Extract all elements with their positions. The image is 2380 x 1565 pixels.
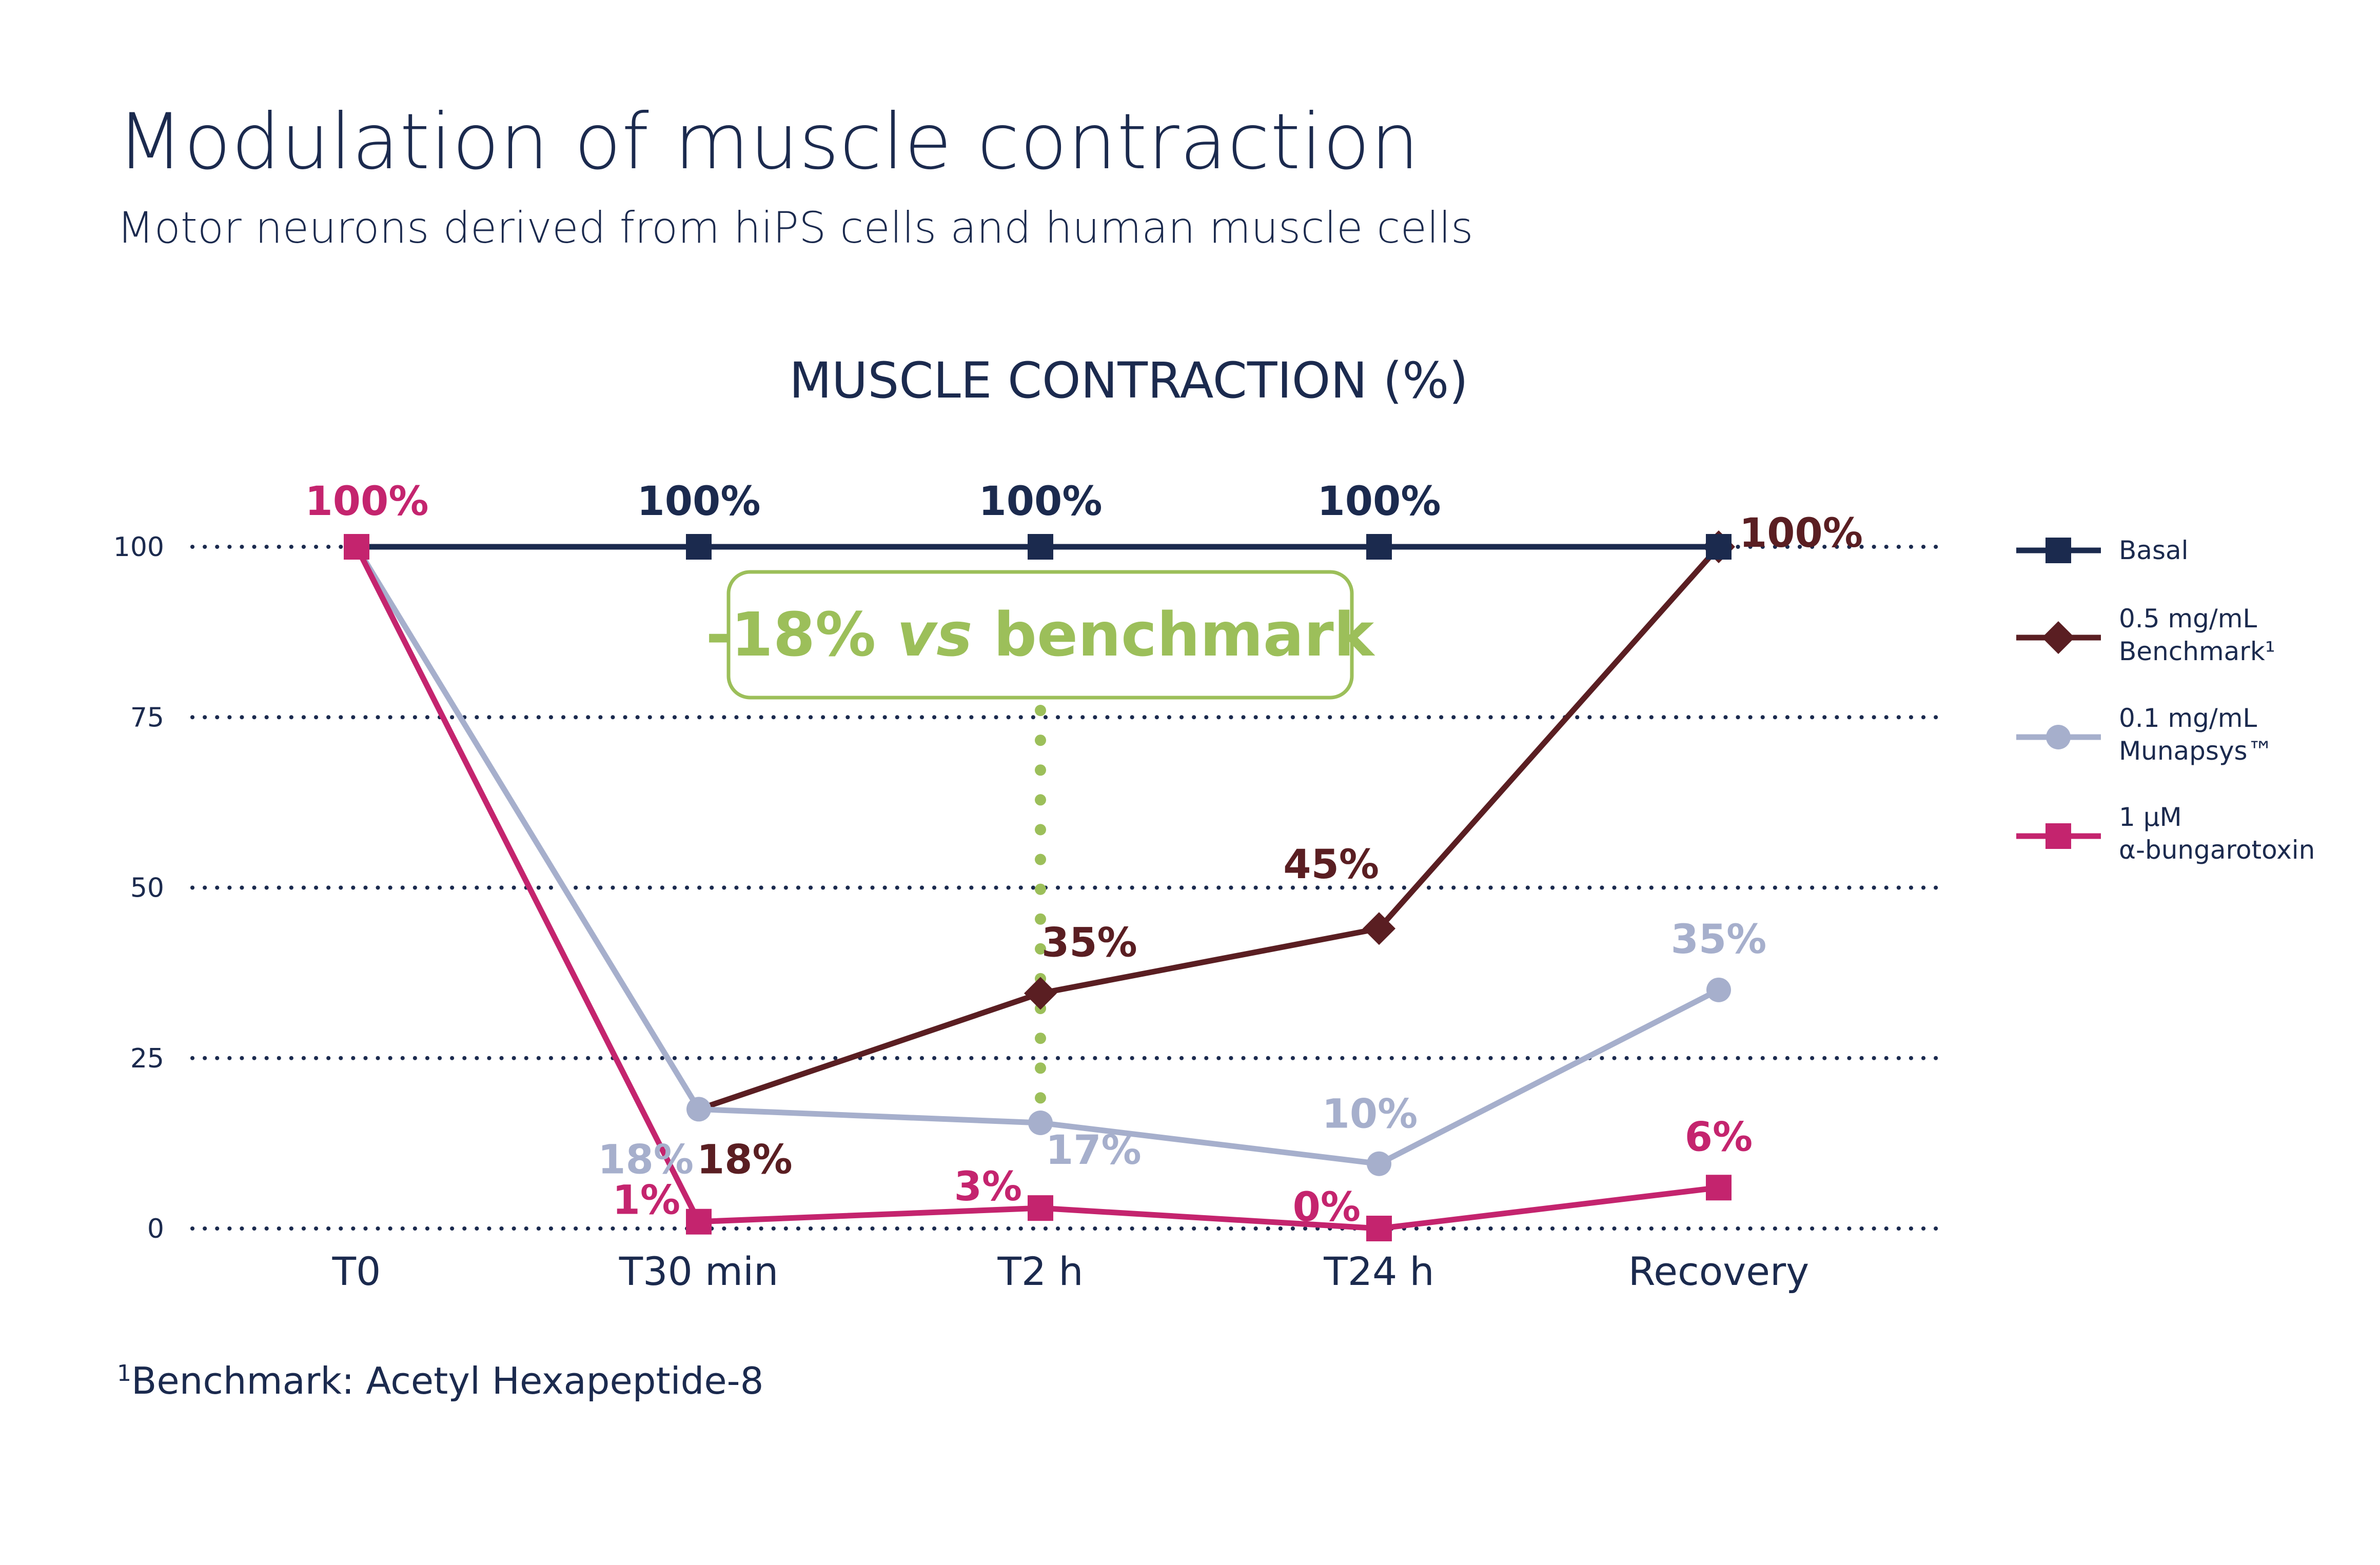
legend-swatch-marker-2 — [2042, 621, 2075, 654]
x-tick-label-4: T24 h — [1323, 1249, 1434, 1294]
data-label-s3-p3: 17% — [1046, 1127, 1142, 1174]
y-tick-label-75: 75 — [130, 702, 164, 733]
data-labels: 100% 100% 100% 18% 35% 45% 100% 18% 17% 10% 35% 100… — [305, 479, 1863, 1231]
series-1-marker-top-2 — [686, 534, 712, 560]
legend-label-4-2: α-bungarotoxin — [2119, 835, 2315, 865]
series-layer — [344, 530, 1735, 1241]
x-axis: T0 T30 min T2 h T24 h Recovery — [332, 1249, 1809, 1294]
series-4-point-4 — [1366, 1216, 1392, 1241]
y-tick-label-50: 50 — [130, 873, 164, 904]
annotation-text: -18% vs benchmark — [706, 599, 1375, 670]
legend-label-3-2: Munapsys™ — [2119, 736, 2273, 766]
series-2-point-4 — [1363, 912, 1395, 945]
annotation-text-pre: -18% — [706, 599, 897, 670]
legend-swatch-marker-1 — [2045, 538, 2071, 563]
data-label-s2-p5: 100% — [1739, 510, 1863, 557]
data-label-s4-p2: 1% — [613, 1178, 680, 1224]
data-label-s3-p5: 35% — [1671, 917, 1767, 963]
data-label-s4-p4: 0% — [1293, 1184, 1361, 1231]
series-1-marker-top-3 — [1028, 534, 1053, 560]
page-subtitle: Motor neurons derived from hiPS cells an… — [117, 203, 1473, 253]
data-label-s3-p4: 10% — [1322, 1092, 1418, 1138]
legend-label-4-1: 1 µM — [2119, 802, 2182, 832]
legend-item-1: Basal — [2016, 536, 2189, 565]
legend-label-3-1: 0.1 mg/mL — [2119, 703, 2257, 733]
legend-label-2-1: 0.5 mg/mL — [2119, 604, 2257, 633]
x-tick-label-1: T0 — [332, 1249, 381, 1294]
data-label-s3-p2: 18% — [598, 1137, 694, 1183]
legend: Basal 0.5 mg/mL Benchmark¹ 0.1 mg/mLMunapsy… — [2016, 536, 2315, 865]
series-1-marker-top-5 — [1706, 534, 1732, 560]
x-tick-label-3: T2 h — [997, 1249, 1083, 1294]
data-label-s4-p5: 6% — [1685, 1114, 1753, 1160]
legend-item-4: 1 µMα-bungarotoxin — [2016, 802, 2315, 865]
data-label-s4-p1: 100% — [305, 479, 429, 525]
chart-title: MUSCLE CONTRACTION (%) — [789, 352, 1468, 409]
series-1-marker-top-4 — [1366, 534, 1392, 560]
legend-swatch-marker-3 — [2046, 725, 2071, 749]
data-label-s4-p3: 3% — [954, 1164, 1022, 1210]
series-3-point-5 — [1706, 977, 1731, 1002]
y-tick-label-100: 100 — [113, 532, 164, 563]
series-4-point-3 — [1028, 1195, 1053, 1221]
y-axis: 0 25 50 75 100 — [113, 532, 164, 1244]
data-label-s2-p3: 35% — [1041, 920, 1137, 966]
series-3-point-3 — [1028, 1111, 1053, 1136]
footnote: 1Benchmark: Acetyl Hexapeptide-8 — [117, 1359, 763, 1402]
series-1-markers-top — [344, 534, 1732, 560]
series-line-2 — [698, 545, 1721, 1112]
legend-label-2-2: Benchmark¹ — [2119, 637, 2275, 666]
series-4-point-5 — [1706, 1175, 1732, 1201]
footnote-marker: 1 — [117, 1360, 131, 1386]
footnote-text: Benchmark: Acetyl Hexapeptide-8 — [131, 1359, 764, 1402]
series-4-point-2 — [686, 1209, 712, 1235]
annotation-text-em: vs — [897, 599, 972, 670]
data-label-s2-p2: 18% — [697, 1137, 793, 1183]
series-2-point-3 — [1024, 977, 1057, 1010]
data-label-s2-p4: 45% — [1283, 842, 1379, 888]
annotation-box — [726, 570, 1354, 700]
x-tick-label-2: T30 min — [619, 1249, 779, 1294]
legend-label-1-1: Basal — [2119, 536, 2189, 565]
data-label-s1-p4: 100% — [1317, 479, 1441, 525]
series-4-marker-top-1 — [344, 534, 369, 560]
benchmark-annotation: -18% vs benchmark — [706, 570, 1375, 1129]
x-tick-label-5: Recovery — [1628, 1249, 1809, 1294]
annotation-text-post: benchmark — [972, 599, 1375, 670]
legend-swatch-marker-4 — [2045, 823, 2071, 849]
data-label-s1-p3: 100% — [979, 479, 1103, 525]
y-tick-label-0: 0 — [147, 1214, 164, 1244]
legend-item-2: 0.5 mg/mL Benchmark¹ — [2016, 604, 2275, 666]
page-title: Modulation of muscle contraction — [117, 97, 1420, 187]
series-3-point-4 — [1367, 1151, 1391, 1176]
y-tick-label-25: 25 — [130, 1043, 164, 1074]
series-3-point-2 — [686, 1097, 711, 1122]
data-label-s1-p2: 100% — [637, 479, 761, 525]
